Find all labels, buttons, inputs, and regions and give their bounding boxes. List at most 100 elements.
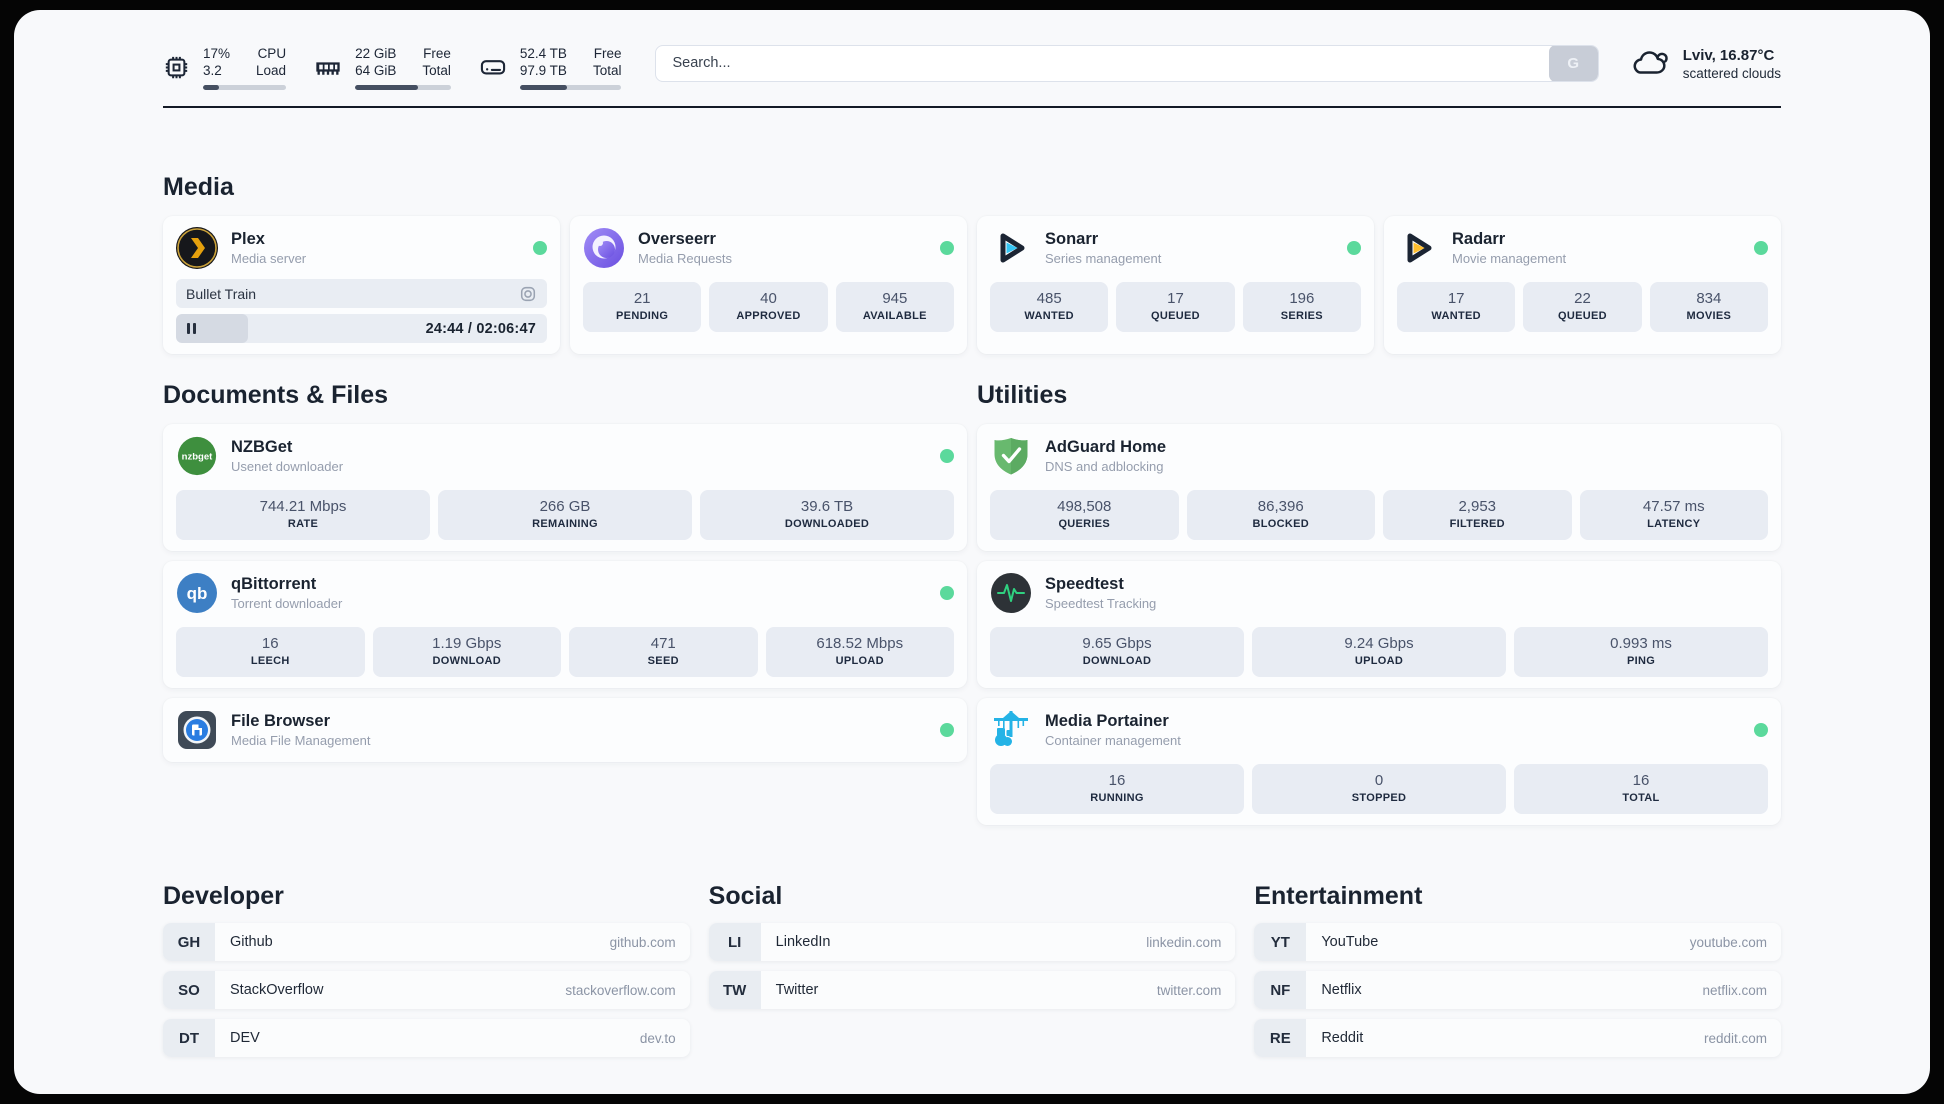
app-desc: Torrent downloader	[231, 596, 343, 611]
section-title-documents: Documents & Files	[163, 381, 389, 409]
search-input[interactable]	[656, 55, 1549, 71]
app-card-nzbget[interactable]: nzbget NZBGet Usenet downloader 744.21 M…	[163, 424, 967, 551]
plex-icon	[176, 227, 218, 269]
radarr-icon	[1397, 227, 1439, 269]
filebrowser-icon	[176, 709, 218, 751]
bookmark-badge: SO	[163, 971, 215, 1009]
svg-text:nzbget: nzbget	[182, 451, 214, 462]
header-divider	[163, 106, 1781, 108]
bookmark-url: stackoverflow.com	[565, 982, 676, 998]
app-card-portainer[interactable]: Media Portainer Container management 16 R…	[977, 698, 1781, 825]
stat-tile: 1.19 Gbps DOWNLOAD	[372, 627, 561, 677]
session-type-icon	[519, 285, 537, 303]
bookmark-name: YouTube	[1321, 934, 1379, 950]
playback-time: 24:44 / 02:06:47	[425, 320, 536, 337]
app-card-sonarr[interactable]: Sonarr Series management 485 WANTED 17 QUE…	[977, 216, 1374, 354]
section-title-utilities: Utilities	[977, 381, 1068, 409]
bookmark-name: Twitter	[775, 982, 819, 998]
stat-tile: 16 TOTAL	[1514, 764, 1768, 814]
cpu-label: CPU	[257, 45, 287, 61]
bookmark-badge: DT	[163, 1019, 215, 1057]
stat-tile: 47.57 ms LATENCY	[1579, 490, 1768, 540]
stat-tile: 9.65 Gbps DOWNLOAD	[990, 627, 1244, 677]
memory-total: 64 GiB	[355, 62, 397, 78]
memory-icon	[314, 53, 342, 81]
app-card-overseerr[interactable]: Overseerr Media Requests 21 PENDING 40 APP…	[570, 216, 967, 354]
app-card-speedtest[interactable]: Speedtest Speedtest Tracking 9.65 Gbps DO…	[977, 561, 1781, 688]
stat-tile: 471 SEED	[569, 627, 758, 677]
cpu-progress-bar	[203, 84, 287, 90]
memory-progress-bar	[355, 84, 451, 90]
app-name: qBittorrent	[231, 575, 317, 593]
section-title-developer: Developer	[163, 882, 284, 910]
bookmark-reddit[interactable]: RE Reddit reddit.com	[1254, 1019, 1781, 1057]
svg-text:qb: qb	[187, 584, 208, 603]
bookmark-netflix[interactable]: NF Netflix netflix.com	[1254, 971, 1781, 1009]
app-card-qbittorrent[interactable]: qb qBittorrent Torrent downloader 16 LEEC…	[163, 561, 967, 688]
status-dot	[533, 241, 547, 255]
search-engine-button[interactable]: G	[1548, 45, 1598, 81]
app-card-radarr[interactable]: Radarr Movie management 17 WANTED 22 QUEUE…	[1384, 216, 1781, 354]
app-card-plex[interactable]: Plex Media server Bullet Train 24:44 / 0…	[163, 216, 560, 354]
section-title-entertainment: Entertainment	[1254, 882, 1423, 910]
portainer-icon	[990, 709, 1032, 751]
bookmark-youtube[interactable]: YT YouTube youtube.com	[1254, 923, 1781, 961]
app-name: NZBGet	[231, 438, 293, 456]
app-name: Radarr	[1452, 230, 1506, 248]
app-desc: DNS and adblocking	[1045, 459, 1164, 474]
bookmark-badge: YT	[1254, 923, 1307, 961]
nzbget-icon: nzbget	[176, 435, 218, 477]
bookmark-name: Reddit	[1321, 1030, 1364, 1046]
cpu-label2: Load	[256, 62, 287, 78]
now-playing-title: Bullet Train	[186, 285, 257, 302]
bookmark-stackoverflow[interactable]: SO StackOverflow stackoverflow.com	[163, 971, 690, 1009]
bookmark-url: linkedin.com	[1146, 934, 1222, 950]
bookmark-badge: TW	[708, 971, 761, 1009]
stat-tile: 16 RUNNING	[990, 764, 1244, 814]
status-dot	[1754, 241, 1768, 255]
sonarr-icon	[990, 227, 1032, 269]
app-name: Speedtest	[1045, 575, 1124, 593]
status-dot	[940, 241, 954, 255]
cpu-icon	[163, 54, 190, 81]
search-box: G	[655, 44, 1599, 82]
adguard-icon	[990, 435, 1032, 477]
bookmark-name: StackOverflow	[230, 982, 324, 998]
bookmark-url: github.com	[609, 934, 676, 950]
app-desc: Media File Management	[231, 733, 371, 748]
app-name: Media Portainer	[1045, 712, 1169, 730]
app-desc: Media Requests	[638, 251, 732, 266]
overseerr-icon	[583, 227, 625, 269]
cpu-load-value: 3.2	[203, 62, 222, 78]
stat-tile: 86,396 BLOCKED	[1186, 490, 1375, 540]
stat-tile: 744.21 Mbps RATE	[176, 490, 430, 540]
app-card-adguard[interactable]: AdGuard Home DNS and adblocking 498,508 Q…	[977, 424, 1781, 551]
stat-tile: 17 QUEUED	[1116, 282, 1235, 332]
app-desc: Usenet downloader	[231, 459, 344, 474]
bookmark-twitter[interactable]: TW Twitter twitter.com	[708, 971, 1236, 1009]
bookmark-badge: LI	[708, 923, 761, 961]
weather-condition: scattered clouds	[1682, 66, 1781, 81]
bookmark-url: youtube.com	[1689, 934, 1767, 950]
bookmark-url: netflix.com	[1702, 982, 1767, 998]
bookmark-url: dev.to	[639, 1030, 676, 1046]
bookmark-badge: RE	[1254, 1019, 1307, 1057]
bookmark-linkedin[interactable]: LI LinkedIn linkedin.com	[708, 923, 1236, 961]
top-bar: 17% 3.2 CPU Load	[163, 40, 1781, 94]
stat-tile: 9.24 Gbps UPLOAD	[1252, 627, 1506, 677]
storage-total: 97.9 TB	[519, 62, 567, 78]
bookmark-group-entertainment: Entertainment YT YouTube youtube.com NF …	[1254, 881, 1781, 1057]
bookmark-github[interactable]: GH Github github.com	[163, 923, 690, 961]
status-dot	[1754, 723, 1768, 737]
bookmark-name: DEV	[230, 1030, 260, 1046]
weather-widget: Lviv, 16.87°C scattered clouds	[1629, 45, 1781, 84]
memory-widget: 22 GiB 64 GiB Free Total	[314, 45, 451, 90]
memory-label-total: Total	[422, 62, 451, 78]
app-card-filebrowser[interactable]: File Browser Media File Management	[163, 698, 967, 762]
bookmark-dev[interactable]: DT DEV dev.to	[163, 1019, 690, 1057]
memory-free: 22 GiB	[355, 45, 397, 61]
storage-progress-bar	[519, 84, 622, 90]
app-desc: Media server	[231, 251, 307, 266]
app-desc: Movie management	[1452, 251, 1567, 266]
bookmark-name: Github	[230, 934, 273, 950]
